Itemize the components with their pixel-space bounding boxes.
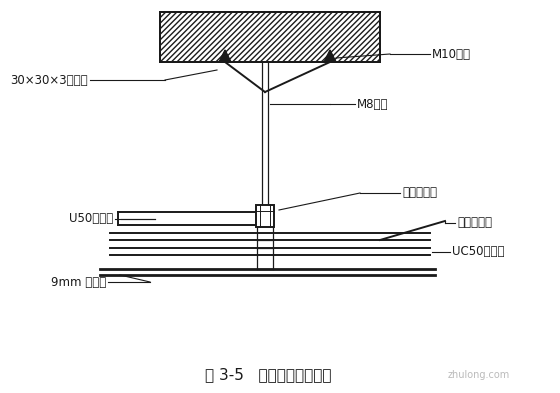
Text: U50主龙骨: U50主龙骨 xyxy=(69,212,113,225)
Text: 次龙骨吊件: 次龙骨吊件 xyxy=(457,217,492,230)
Text: 9mm 石膏板: 9mm 石膏板 xyxy=(51,275,106,288)
Bar xyxy=(160,12,380,62)
Polygon shape xyxy=(324,50,336,62)
Text: M8吊筋: M8吊筋 xyxy=(357,97,389,110)
Bar xyxy=(256,205,274,227)
Text: 30×30×3角钢件: 30×30×3角钢件 xyxy=(11,73,88,86)
Text: 主龙骨吊件: 主龙骨吊件 xyxy=(402,187,437,200)
Bar xyxy=(160,12,380,62)
Text: zhulong.com: zhulong.com xyxy=(448,370,510,380)
Polygon shape xyxy=(219,50,231,62)
Text: 图 3-5   石膏板吊顶剖面图: 图 3-5 石膏板吊顶剖面图 xyxy=(205,367,332,382)
Text: M10胀栓: M10胀栓 xyxy=(432,48,471,61)
Text: UC50次龙骨: UC50次龙骨 xyxy=(452,245,505,258)
